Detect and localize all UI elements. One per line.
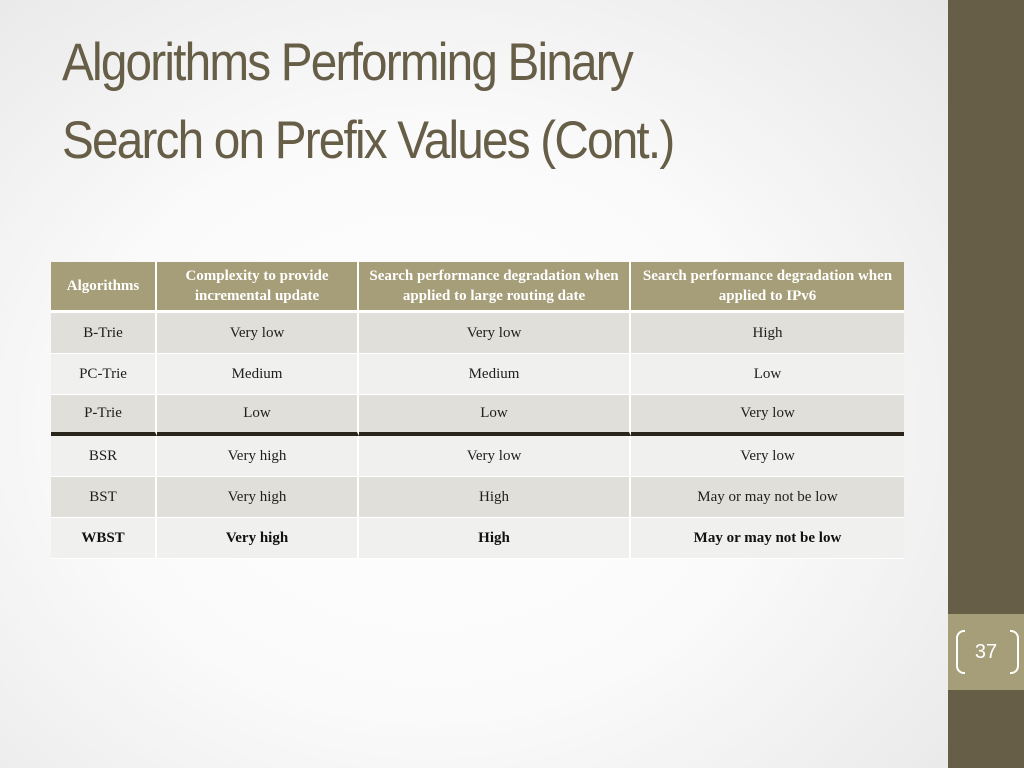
table-cell: BST xyxy=(51,477,157,518)
header-ipv6-degradation: Search performance degradation when appl… xyxy=(631,262,904,313)
table-cell: P-Trie xyxy=(51,395,157,436)
table-cell: High xyxy=(359,477,631,518)
table-cell: BSR xyxy=(51,436,157,477)
table-cell: Low xyxy=(157,395,359,436)
table-cell: Very low xyxy=(157,313,359,354)
table-cell: Very high xyxy=(157,477,359,518)
table-cell: Very low xyxy=(359,436,631,477)
table-row: P-Trie Low Low Very low xyxy=(51,395,904,436)
algorithm-comparison-table: Algorithms Complexity to provide increme… xyxy=(51,262,904,559)
table-row: BSR Very high Very low Very low xyxy=(51,436,904,477)
left-bracket-icon xyxy=(956,630,965,674)
table-cell: Very low xyxy=(631,395,904,436)
table-cell: May or may not be low xyxy=(631,518,904,559)
slide-title-line-2: Search on Prefix Values (Cont.) xyxy=(62,111,675,170)
table-row: WBST Very high High May or may not be lo… xyxy=(51,518,904,559)
table-cell: Low xyxy=(631,354,904,395)
table-row: PC-Trie Medium Medium Low xyxy=(51,354,904,395)
comparison-table-container: Algorithms Complexity to provide increme… xyxy=(51,262,904,559)
slide-title: Algorithms Performing Binary Search on P… xyxy=(62,24,854,180)
table-cell: Very high xyxy=(157,518,359,559)
header-incremental-update-complexity: Complexity to provide incremental update xyxy=(157,262,359,313)
table-cell: High xyxy=(359,518,631,559)
right-bracket-icon xyxy=(1010,630,1019,674)
table-cell: WBST xyxy=(51,518,157,559)
table-cell: Very high xyxy=(157,436,359,477)
table-cell: Low xyxy=(359,395,631,436)
table-body: B-Trie Very low Very low High PC-Trie Me… xyxy=(51,313,904,559)
header-large-routing-degradation: Search performance degradation when appl… xyxy=(359,262,631,313)
table-header-row: Algorithms Complexity to provide increme… xyxy=(51,262,904,313)
page-number: 37 xyxy=(974,641,998,663)
table-cell: May or may not be low xyxy=(631,477,904,518)
table-cell: PC-Trie xyxy=(51,354,157,395)
table-header: Algorithms Complexity to provide increme… xyxy=(51,262,904,313)
page-number-box: 37 xyxy=(948,614,1024,690)
table-cell: Medium xyxy=(157,354,359,395)
table-row: BST Very high High May or may not be low xyxy=(51,477,904,518)
table-cell: Very low xyxy=(631,436,904,477)
table-cell: Very low xyxy=(359,313,631,354)
table-row: B-Trie Very low Very low High xyxy=(51,313,904,354)
header-algorithms: Algorithms xyxy=(51,262,157,313)
slide-title-line-1: Algorithms Performing Binary xyxy=(62,33,634,92)
table-cell: Medium xyxy=(359,354,631,395)
table-cell: High xyxy=(631,313,904,354)
table-cell: B-Trie xyxy=(51,313,157,354)
